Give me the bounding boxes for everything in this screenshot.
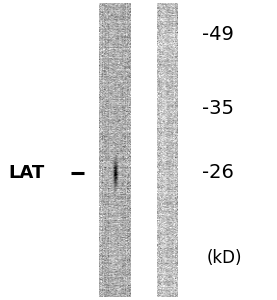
Text: -35: -35 [202,98,234,118]
Text: LAT: LAT [8,164,45,181]
Text: -49: -49 [202,25,234,44]
Text: -26: -26 [202,163,234,182]
Text: (kD): (kD) [206,249,242,267]
